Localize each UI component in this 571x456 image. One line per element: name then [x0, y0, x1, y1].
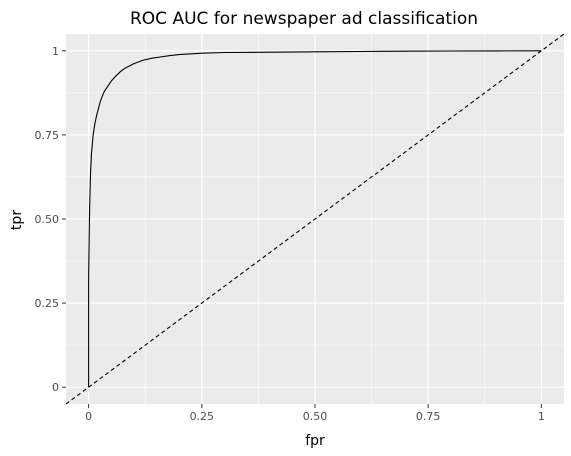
y-axis-ticks: 0 0.25 0.50 0.75 1	[35, 45, 66, 394]
series-layer	[65, 33, 565, 405]
x-tick-label: 1	[538, 410, 545, 423]
x-tick-label: 0.50	[303, 410, 328, 423]
x-axis-ticks: 0 0.25 0.50 0.75 1	[85, 404, 545, 423]
y-tick-label: 0.25	[35, 297, 60, 310]
y-tick-label: 0.75	[35, 129, 60, 142]
y-tick-label: 0.50	[35, 213, 60, 226]
x-axis-title: fpr	[305, 433, 325, 449]
x-tick-label: 0.25	[190, 410, 215, 423]
y-tick-label: 1	[52, 45, 59, 58]
y-tick-label: 0	[52, 381, 59, 394]
chart-title: ROC AUC for newspaper ad classification	[130, 9, 478, 29]
x-tick-label: 0	[85, 410, 92, 423]
y-axis-title: tpr	[9, 210, 25, 230]
roc-curve-line	[88, 50, 542, 388]
diagonal-reference-line	[65, 33, 565, 405]
x-tick-label: 0.75	[416, 410, 441, 423]
